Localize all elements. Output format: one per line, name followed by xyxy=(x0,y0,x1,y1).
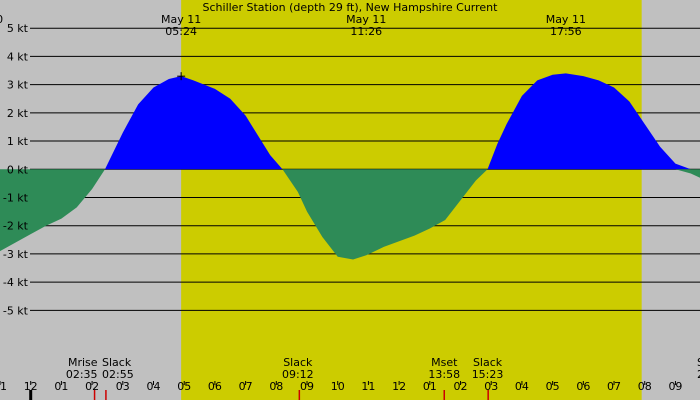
event-label: Slack xyxy=(283,356,313,369)
hour-tick-label: 05 xyxy=(177,380,191,393)
hour-tick-label: 08 xyxy=(638,380,652,393)
peak-date-label: May 11 xyxy=(346,13,386,26)
event-label: Mset xyxy=(431,356,458,369)
event-time: 02:55 xyxy=(102,368,134,381)
hour-tick-label: 06 xyxy=(208,380,222,393)
event-label: Mrise xyxy=(68,356,98,369)
y-tick-label: 2 kt xyxy=(7,107,29,120)
ebb-current-area xyxy=(0,169,700,260)
event-label: S xyxy=(697,356,700,369)
event-tick xyxy=(105,390,107,400)
y-tick-label: -5 kt xyxy=(3,304,29,317)
hour-tick-label: 08 xyxy=(269,380,283,393)
event-time: 02:35 xyxy=(66,368,98,381)
event-time: 13:58 xyxy=(428,368,460,381)
event-label: Slack xyxy=(102,356,132,369)
hour-tick-label: 06 xyxy=(576,380,590,393)
peak-marker xyxy=(177,72,186,81)
hour-tick-label: 11 xyxy=(0,380,7,393)
hour-tick-label: 10 xyxy=(331,380,345,393)
peak-time-label: 11:26 xyxy=(350,25,382,38)
event-label: Slack xyxy=(473,356,503,369)
y-tick-label: 1 kt xyxy=(7,135,29,148)
y-tick-label: 3 kt xyxy=(7,79,29,92)
y-tick-label: -3 kt xyxy=(3,248,29,261)
event-time: 15:23 xyxy=(472,368,504,381)
hour-tick-label: 09 xyxy=(300,380,314,393)
y-tick-label: -1 kt xyxy=(3,191,29,204)
hour-tick-label: 12 xyxy=(24,380,38,393)
y-tick-label: -4 kt xyxy=(3,276,29,289)
hour-tick-label: 12 xyxy=(392,380,406,393)
hour-tick-label: 01 xyxy=(423,380,437,393)
hour-tick-label: 02 xyxy=(85,380,99,393)
hour-tick-label: 01 xyxy=(54,380,68,393)
event-tick xyxy=(93,390,96,400)
hour-axis: 11 12 01 02 03 04 05 06 07 08 09 10 11 12 01 02 03 04 05 06… xyxy=(0,380,682,400)
y-tick-label: 4 kt xyxy=(7,50,29,63)
event-tick xyxy=(298,390,301,400)
hour-tick-label: 02 xyxy=(454,380,468,393)
peak-date-label: May 11 xyxy=(546,13,586,26)
peak-date-label: ay 10 xyxy=(0,13,3,26)
hour-tick-label: 05 xyxy=(546,380,560,393)
hour-tick-label: 11 xyxy=(361,380,375,393)
hour-tick-label: 07 xyxy=(239,380,253,393)
event-time: 21 xyxy=(697,368,700,381)
peak-time-label: 17:56 xyxy=(550,25,582,38)
event-tick xyxy=(487,390,489,400)
hour-tick-label: 09 xyxy=(668,380,682,393)
hour-tick-label: 04 xyxy=(515,380,529,393)
midnight-marker xyxy=(29,390,33,400)
peak-time-label: 05:24 xyxy=(165,25,197,38)
event-time: 09:12 xyxy=(282,368,314,381)
hour-tick-label: 03 xyxy=(484,380,498,393)
hour-tick-label: 07 xyxy=(607,380,621,393)
hour-tick-label: 03 xyxy=(116,380,130,393)
y-axis-labels-left: 5 kt 4 kt 3 kt 2 kt 1 kt 0 kt -1 kt -2 kt -3 kt -… xyxy=(3,22,29,317)
y-tick-label: 0 kt xyxy=(7,163,29,176)
y-tick-label: -2 kt xyxy=(3,220,29,233)
chart-title: Schiller Station (depth 29 ft), New Hamp… xyxy=(203,1,499,14)
flood-current-area xyxy=(0,73,700,170)
y-tick-label: 5 kt xyxy=(7,22,29,35)
moon-and-slack-events: Mrise02:35Slack02:55Slack09:12Mset13:58S… xyxy=(66,356,700,381)
hour-tick-label: 04 xyxy=(147,380,161,393)
event-tick xyxy=(443,390,446,400)
peak-date-label: May 11 xyxy=(161,13,201,26)
